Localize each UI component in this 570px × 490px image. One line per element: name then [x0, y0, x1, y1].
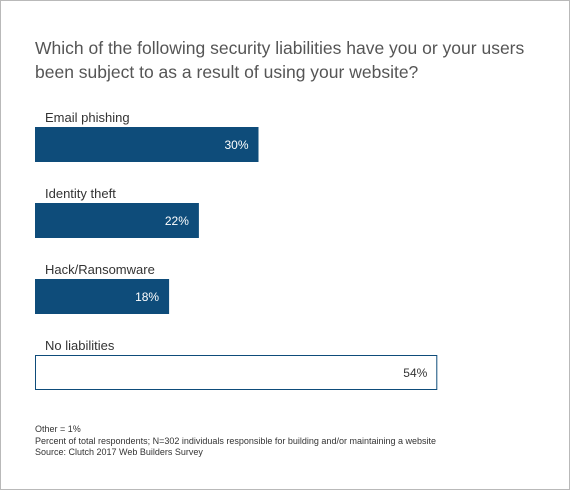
- chart-notes: Other = 1% Percent of total respondents;…: [35, 424, 555, 459]
- bar: [35, 355, 438, 390]
- bar: [35, 127, 259, 162]
- bar: [35, 203, 199, 238]
- bar-chart: Email phishing 30% Identity theft 22% Hack/R…: [35, 110, 438, 390]
- bar: [35, 279, 170, 314]
- chart-title: Which of the following security liabilit…: [35, 38, 525, 82]
- category-label: Hack/Ransomware: [45, 262, 155, 277]
- category-label: Email phishing: [45, 110, 130, 125]
- category-label: No liabilities: [45, 338, 115, 353]
- value-label: 54%: [403, 366, 427, 380]
- value-label: 30%: [224, 138, 248, 152]
- note-base: Percent of total respondents; N=302 indi…: [35, 435, 436, 446]
- value-label: 18%: [135, 290, 159, 304]
- note-source: Source: Clutch 2017 Web Builders Survey: [35, 447, 203, 457]
- category-label: Identity theft: [45, 186, 116, 201]
- value-label: 22%: [165, 214, 189, 228]
- note-other: Other = 1%: [35, 424, 81, 434]
